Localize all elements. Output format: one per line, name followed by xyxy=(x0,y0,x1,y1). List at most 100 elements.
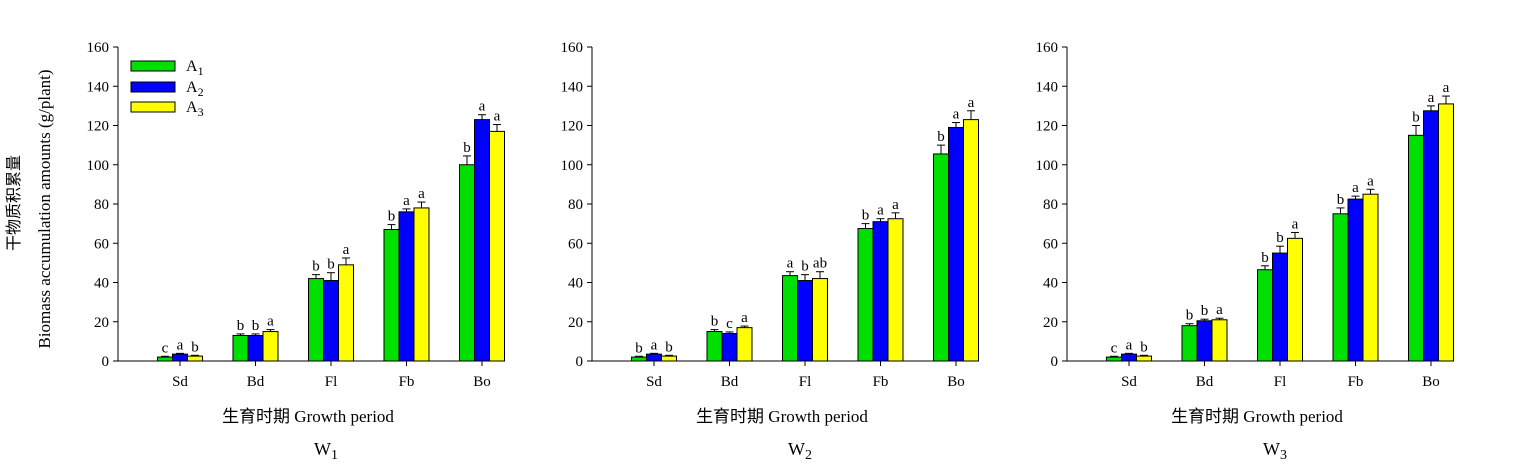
y-tick-label: 100 xyxy=(87,158,110,174)
bar-a2-bd xyxy=(1196,320,1213,362)
legend-swatch-1 xyxy=(130,60,176,72)
significance-letter: b xyxy=(1276,230,1284,246)
y-tick-label: 120 xyxy=(87,119,110,135)
panel-label: W2 xyxy=(788,439,812,462)
significance-letter: a xyxy=(494,109,501,125)
y-tick-label: 20 xyxy=(94,315,109,331)
bar-a3-fb xyxy=(413,207,430,362)
legend-swatch-3 xyxy=(130,101,176,113)
y-tick-label: 140 xyxy=(87,79,110,95)
panel-label-main: W xyxy=(314,439,331,459)
x-axis-label: 生育时期 Growth period xyxy=(696,407,868,426)
x-tick-label: Fb xyxy=(1348,374,1364,390)
x-tick-label: Bd xyxy=(1196,374,1214,390)
significance-letter: b xyxy=(1412,110,1420,126)
legend-label-1-sub: 1 xyxy=(198,64,204,78)
x-tick-label: Bo xyxy=(473,374,491,390)
bar-a1-sd xyxy=(157,356,173,362)
bar-a2-sd xyxy=(646,353,662,362)
y-tick-label: 0 xyxy=(576,354,584,370)
significance-letter: b xyxy=(388,209,396,225)
bar-a2-sd xyxy=(172,353,188,362)
significance-letter: b xyxy=(1140,339,1148,355)
bar-a1-sd xyxy=(1106,356,1122,362)
y-tick-label: 60 xyxy=(1043,236,1058,252)
y-tick-label: 100 xyxy=(561,158,584,174)
x-tick-label: Bd xyxy=(721,374,739,390)
bar-a1-bd xyxy=(232,334,249,362)
legend-label-2-main: A xyxy=(186,79,198,96)
significance-letter: c xyxy=(1111,340,1118,356)
bar-a1-bo xyxy=(459,164,475,362)
bar-a3-fl xyxy=(812,278,828,362)
legend-label-3-main: A xyxy=(186,99,198,116)
legend-swatch-2 xyxy=(130,81,176,93)
y-tick-label: 40 xyxy=(94,276,109,292)
bar-a1-fb xyxy=(1332,213,1349,362)
bar-a2-bd xyxy=(721,333,738,362)
y-tick-label: 0 xyxy=(1051,354,1059,370)
bar-a2-fb xyxy=(872,221,889,362)
y-tick-label: 0 xyxy=(102,354,110,370)
y-tick-label: 140 xyxy=(1036,79,1059,95)
bar-a2-fl xyxy=(1272,252,1288,362)
bar-a3-fb xyxy=(1362,193,1379,362)
significance-letter: a xyxy=(787,256,794,272)
panel-label: W1 xyxy=(314,439,338,462)
x-tick-label: Fl xyxy=(325,374,338,390)
significance-letter: a xyxy=(877,203,884,219)
x-tick-label: Fl xyxy=(799,374,812,390)
legend-label-3: A3 xyxy=(186,99,204,119)
bar-a2-fl xyxy=(797,280,813,362)
bar-a2-bo xyxy=(474,119,490,362)
significance-letter: b xyxy=(937,129,945,145)
significance-letter: a xyxy=(1352,180,1359,196)
legend-label-2-sub: 2 xyxy=(198,85,204,99)
significance-letter: a xyxy=(177,337,184,353)
x-axis-label: 生育时期 Growth period xyxy=(1171,407,1343,426)
significance-letter: a xyxy=(1292,216,1299,232)
y-tick-label: 120 xyxy=(1036,119,1059,135)
significance-letter: b xyxy=(1186,308,1194,324)
y-tick-label: 80 xyxy=(1043,197,1058,213)
significance-letter: b xyxy=(327,257,335,273)
bar-a3-sd xyxy=(661,355,677,362)
y-tick-label: 120 xyxy=(561,119,584,135)
panel-label-sub: 3 xyxy=(1280,448,1287,462)
significance-letter: b xyxy=(635,340,643,356)
x-tick-label: Sd xyxy=(646,374,662,390)
y-axis-label-cn: 干物质积累量 xyxy=(4,155,23,251)
significance-letter: a xyxy=(651,337,658,353)
bar-a1-fb xyxy=(383,229,400,362)
bar-a3-sd xyxy=(1136,355,1152,362)
significance-letter: b xyxy=(1337,192,1345,208)
panel-label-main: W xyxy=(788,439,805,459)
legend-label-3-sub: 3 xyxy=(198,105,204,119)
significance-letter: b xyxy=(665,339,673,355)
significance-letter: b xyxy=(801,259,809,275)
significance-letter: a xyxy=(968,95,975,111)
x-tick-label: Fl xyxy=(1274,374,1287,390)
bar-a1-sd xyxy=(631,356,647,362)
y-tick-label: 160 xyxy=(1036,40,1059,56)
significance-letter: a xyxy=(1367,173,1374,189)
significance-letter: b xyxy=(252,318,260,334)
y-tick-label: 60 xyxy=(94,236,109,252)
significance-letter: a xyxy=(418,186,425,202)
bar-a2-fb xyxy=(398,211,415,362)
significance-letter: b xyxy=(862,208,870,224)
x-tick-label: Fb xyxy=(873,374,889,390)
bar-a3-bo xyxy=(489,130,505,362)
legend-label-1: A1 xyxy=(186,58,204,78)
y-axis-label: 干物质积累量 Biomass accumulation amounts (g/p… xyxy=(4,69,54,348)
bar-a2-bo xyxy=(948,126,964,362)
legend-label-2: A2 xyxy=(186,79,204,99)
y-tick-label: 20 xyxy=(1043,315,1058,331)
significance-letter: a xyxy=(343,242,350,258)
